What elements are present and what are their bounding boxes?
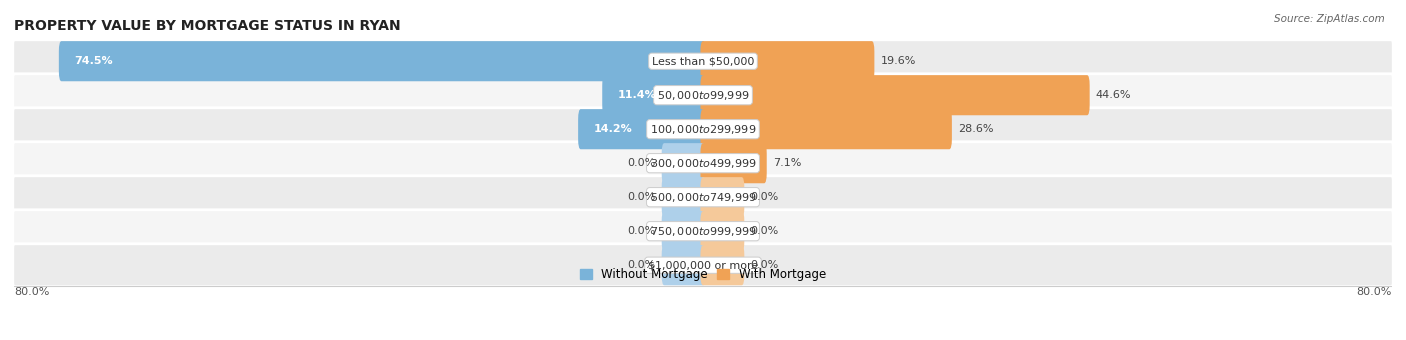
- FancyBboxPatch shape: [13, 40, 1393, 83]
- FancyBboxPatch shape: [13, 108, 1393, 151]
- FancyBboxPatch shape: [700, 143, 766, 183]
- FancyBboxPatch shape: [662, 245, 706, 285]
- Text: 0.0%: 0.0%: [627, 192, 655, 202]
- FancyBboxPatch shape: [13, 244, 1393, 287]
- FancyBboxPatch shape: [700, 109, 952, 149]
- Text: 0.0%: 0.0%: [751, 226, 779, 236]
- Text: 19.6%: 19.6%: [880, 56, 915, 66]
- Text: $300,000 to $499,999: $300,000 to $499,999: [650, 157, 756, 170]
- Text: $750,000 to $999,999: $750,000 to $999,999: [650, 225, 756, 238]
- Legend: Without Mortgage, With Mortgage: Without Mortgage, With Mortgage: [575, 263, 831, 286]
- Text: 11.4%: 11.4%: [617, 90, 657, 100]
- FancyBboxPatch shape: [662, 143, 706, 183]
- Text: $100,000 to $299,999: $100,000 to $299,999: [650, 123, 756, 136]
- Text: 28.6%: 28.6%: [957, 124, 994, 134]
- FancyBboxPatch shape: [13, 142, 1393, 185]
- FancyBboxPatch shape: [700, 41, 875, 81]
- FancyBboxPatch shape: [602, 75, 706, 115]
- Text: Less than $50,000: Less than $50,000: [652, 56, 754, 66]
- FancyBboxPatch shape: [13, 210, 1393, 253]
- Text: $50,000 to $99,999: $50,000 to $99,999: [657, 89, 749, 102]
- Text: 0.0%: 0.0%: [751, 260, 779, 270]
- FancyBboxPatch shape: [700, 245, 744, 285]
- Text: PROPERTY VALUE BY MORTGAGE STATUS IN RYAN: PROPERTY VALUE BY MORTGAGE STATUS IN RYA…: [14, 19, 401, 33]
- Text: 0.0%: 0.0%: [627, 158, 655, 168]
- FancyBboxPatch shape: [13, 176, 1393, 219]
- FancyBboxPatch shape: [578, 109, 706, 149]
- Text: $1,000,000 or more: $1,000,000 or more: [648, 260, 758, 270]
- Text: 0.0%: 0.0%: [627, 226, 655, 236]
- Text: 74.5%: 74.5%: [75, 56, 112, 66]
- FancyBboxPatch shape: [700, 75, 1090, 115]
- Text: 44.6%: 44.6%: [1095, 90, 1132, 100]
- FancyBboxPatch shape: [662, 211, 706, 251]
- FancyBboxPatch shape: [700, 177, 744, 217]
- FancyBboxPatch shape: [13, 74, 1393, 117]
- Text: 14.2%: 14.2%: [593, 124, 633, 134]
- Text: 7.1%: 7.1%: [773, 158, 801, 168]
- Text: Source: ZipAtlas.com: Source: ZipAtlas.com: [1274, 14, 1385, 23]
- Text: $500,000 to $749,999: $500,000 to $749,999: [650, 191, 756, 204]
- FancyBboxPatch shape: [662, 177, 706, 217]
- FancyBboxPatch shape: [700, 211, 744, 251]
- Text: 80.0%: 80.0%: [1357, 287, 1392, 297]
- FancyBboxPatch shape: [59, 41, 706, 81]
- Text: 0.0%: 0.0%: [627, 260, 655, 270]
- Text: 80.0%: 80.0%: [14, 287, 49, 297]
- Text: 0.0%: 0.0%: [751, 192, 779, 202]
